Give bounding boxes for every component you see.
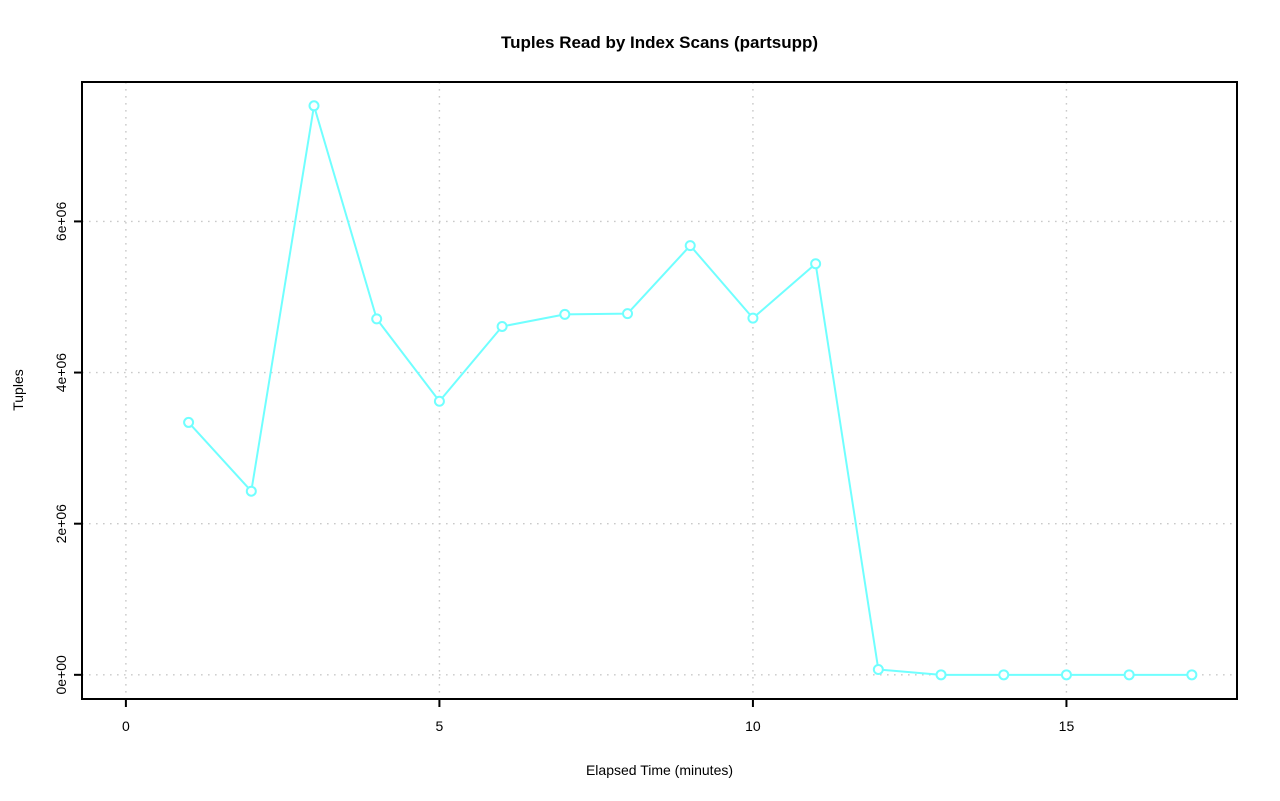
- data-point: [496, 320, 508, 332]
- data-point: [433, 395, 445, 407]
- chart-title: Tuples Read by Index Scans (partsupp): [500, 33, 819, 52]
- data-point: [810, 258, 822, 270]
- data-point: [998, 669, 1010, 681]
- data-point: [1060, 669, 1072, 681]
- data-point: [308, 100, 320, 112]
- x-tick-label: 10: [745, 718, 761, 734]
- y-tick-label: 6e+06: [53, 202, 69, 242]
- x-tick-label: 15: [1059, 718, 1075, 734]
- x-tick-label: 0: [122, 718, 130, 734]
- data-point: [371, 313, 383, 325]
- data-point: [1123, 669, 1135, 681]
- data-point: [747, 312, 759, 324]
- data-point: [935, 669, 947, 681]
- data-point: [684, 240, 696, 252]
- y-tick-label: 0e+00: [53, 655, 69, 695]
- series-line: [187, 104, 1193, 676]
- x-tick-label: 5: [436, 718, 444, 734]
- plot-border: [81, 81, 1238, 700]
- x-axis-title: Elapsed Time (minutes): [585, 762, 734, 778]
- y-tick-label: 4e+06: [53, 353, 69, 393]
- data-point: [245, 485, 257, 497]
- y-tick-label: 2e+06: [53, 504, 69, 544]
- data-point: [183, 416, 195, 428]
- y-axis-title: Tuples: [10, 369, 26, 411]
- data-point: [1186, 669, 1198, 681]
- data-point: [622, 308, 634, 320]
- data-point: [559, 308, 571, 320]
- data-point: [872, 664, 884, 676]
